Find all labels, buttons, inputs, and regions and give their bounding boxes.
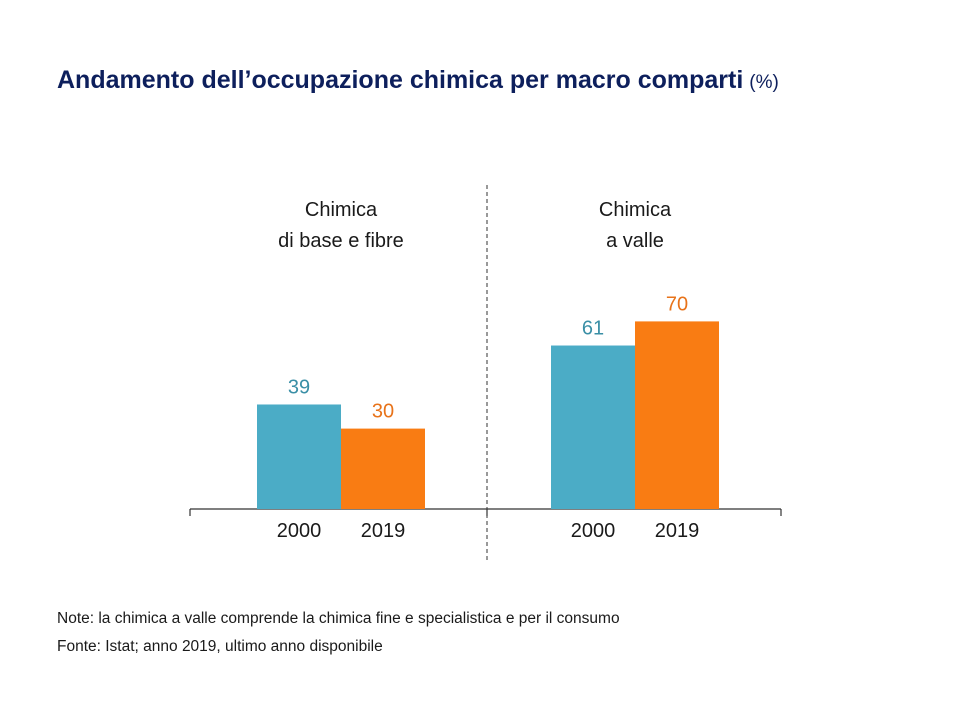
chart-title-unit: (%) (749, 72, 779, 93)
bar-value-label: 30 (372, 401, 394, 423)
bar (257, 404, 341, 509)
chart-title-text: Andamento dell’occupazione chimica per m… (57, 66, 744, 94)
note-text: Note: la chimica a valle comprende la ch… (57, 610, 620, 627)
chart-title: Andamento dell’occupazione chimica per m… (57, 66, 779, 95)
source-text: Fonte: Istat; anno 2019, ultimo anno dis… (57, 638, 383, 655)
x-tick-label: 2000 (571, 520, 616, 542)
bar (341, 428, 425, 509)
x-tick-label: 2000 (277, 520, 322, 542)
chart-notes: Note: la chimica a valle comprende la ch… (57, 605, 620, 661)
x-tick-label: 2019 (655, 520, 700, 542)
bar-value-label: 39 (288, 376, 310, 398)
bar-value-label: 61 (582, 318, 604, 340)
group-label-line: di base e fibre (278, 230, 404, 252)
bar (635, 321, 719, 509)
bar (551, 345, 635, 509)
group-label-line: Chimica (305, 199, 378, 221)
bar-value-label: 70 (666, 293, 688, 315)
group-label-line: Chimica (599, 199, 672, 221)
x-tick-label: 2019 (361, 520, 406, 542)
group-label-line: a valle (606, 230, 664, 252)
